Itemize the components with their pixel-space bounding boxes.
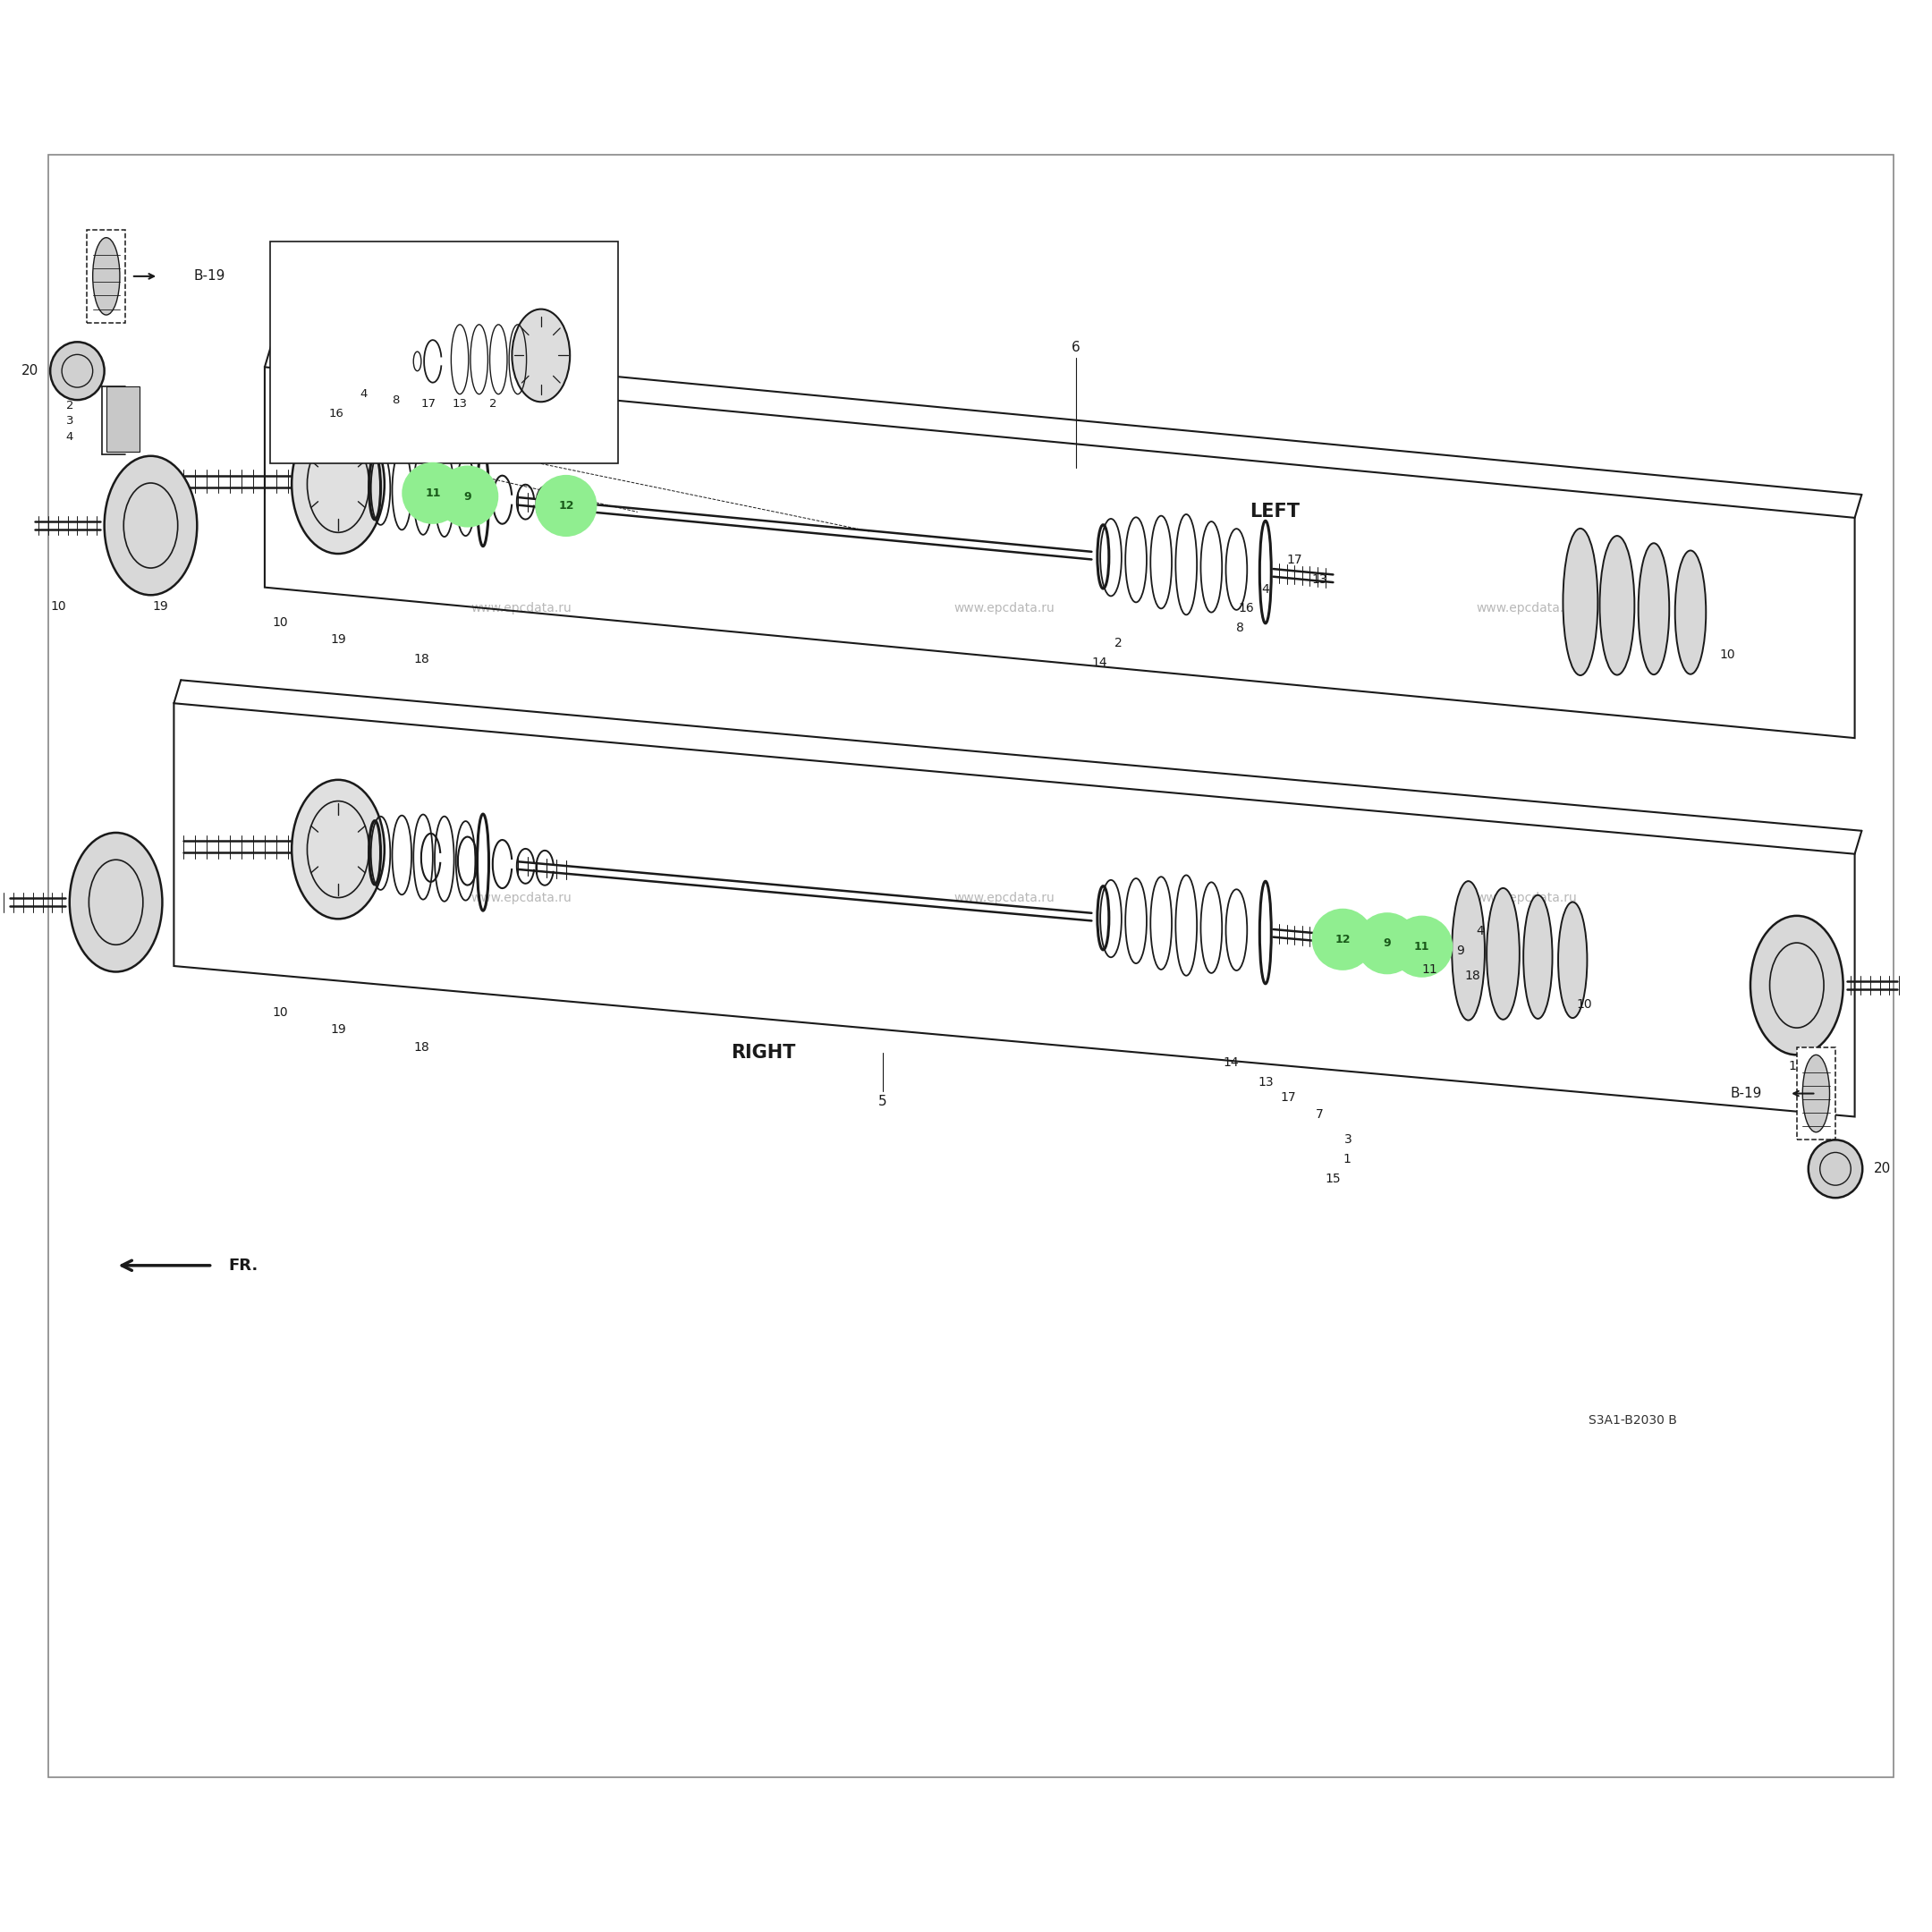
Text: 9: 9	[1383, 937, 1391, 949]
Text: 10: 10	[272, 616, 288, 628]
Bar	[1797, 1047, 1835, 1140]
Text: 16: 16	[1238, 603, 1254, 614]
Text: 2: 2	[489, 398, 497, 410]
Circle shape	[1391, 916, 1453, 978]
Text: 3: 3	[66, 415, 73, 427]
Text: 8: 8	[392, 394, 400, 406]
Text: 17: 17	[421, 398, 437, 410]
Text: 7: 7	[1316, 1109, 1323, 1121]
Text: 3: 3	[1345, 1134, 1352, 1146]
Text: 11: 11	[1422, 964, 1437, 976]
Text: FR.: FR.	[228, 1258, 257, 1273]
Ellipse shape	[292, 781, 384, 920]
Text: 4: 4	[1262, 583, 1269, 595]
Text: 4: 4	[1476, 925, 1484, 937]
Text: 1: 1	[1343, 1153, 1350, 1165]
Text: B-19: B-19	[1731, 1088, 1762, 1099]
Text: 18: 18	[1464, 970, 1480, 981]
Text: 13: 13	[452, 398, 468, 410]
Ellipse shape	[1750, 916, 1843, 1055]
Ellipse shape	[93, 238, 120, 315]
Text: 14: 14	[1223, 1057, 1238, 1068]
Text: 12: 12	[558, 500, 574, 512]
Text: B-19: B-19	[193, 270, 224, 282]
Ellipse shape	[1524, 895, 1553, 1018]
Text: S3A1-B2030 B: S3A1-B2030 B	[1588, 1414, 1677, 1426]
Text: 12: 12	[1335, 933, 1350, 945]
Circle shape	[402, 462, 464, 524]
Text: www.epcdata.ru: www.epcdata.ru	[471, 893, 572, 904]
Text: 9: 9	[1457, 945, 1464, 956]
Bar	[48, 155, 1893, 1777]
Text: 2: 2	[1115, 638, 1122, 649]
Text: 14: 14	[1092, 657, 1107, 668]
Text: 11: 11	[425, 487, 440, 498]
Text: www.epcdata.ru: www.epcdata.ru	[1476, 893, 1577, 904]
Text: 19: 19	[330, 1024, 346, 1036]
Text: 4: 4	[66, 431, 73, 442]
Ellipse shape	[512, 309, 570, 402]
Text: 4: 4	[359, 388, 367, 400]
Circle shape	[437, 466, 498, 527]
Text: 1: 1	[66, 384, 73, 396]
Ellipse shape	[1563, 529, 1598, 676]
Ellipse shape	[292, 415, 384, 554]
Text: 19: 19	[330, 634, 346, 645]
Ellipse shape	[104, 456, 197, 595]
Bar	[87, 230, 126, 323]
Text: 10: 10	[272, 1007, 288, 1018]
Text: www.epcdata.ru: www.epcdata.ru	[1476, 603, 1577, 614]
Circle shape	[1312, 908, 1374, 970]
Text: 5: 5	[879, 1095, 887, 1107]
Text: RIGHT: RIGHT	[730, 1043, 796, 1063]
Text: 10: 10	[1577, 999, 1592, 1010]
Circle shape	[1356, 912, 1418, 974]
Ellipse shape	[1638, 543, 1669, 674]
Text: 11: 11	[1414, 941, 1430, 952]
Text: 20: 20	[1874, 1163, 1891, 1175]
Text: 9: 9	[464, 491, 471, 502]
Bar	[270, 242, 618, 464]
Ellipse shape	[1488, 889, 1520, 1020]
Ellipse shape	[50, 342, 104, 400]
Text: 15: 15	[1325, 1173, 1341, 1184]
Text: 18: 18	[413, 1041, 429, 1053]
Polygon shape	[106, 386, 139, 452]
Text: 19: 19	[153, 601, 168, 612]
Text: 8: 8	[1236, 622, 1244, 634]
Text: www.epcdata.ru: www.epcdata.ru	[471, 603, 572, 614]
Text: 13: 13	[1312, 574, 1327, 585]
Ellipse shape	[1675, 551, 1706, 674]
Text: 17: 17	[1287, 554, 1302, 566]
Ellipse shape	[1803, 1055, 1830, 1132]
Text: 2: 2	[66, 400, 73, 412]
Text: 16: 16	[328, 408, 344, 419]
Ellipse shape	[1453, 881, 1486, 1020]
Ellipse shape	[70, 833, 162, 972]
Text: LEFT: LEFT	[1250, 502, 1300, 522]
Text: 13: 13	[1258, 1076, 1273, 1088]
Text: 19: 19	[1789, 1061, 1804, 1072]
Ellipse shape	[1559, 902, 1588, 1018]
Text: www.epcdata.ru: www.epcdata.ru	[954, 603, 1055, 614]
Text: 20: 20	[21, 365, 39, 377]
Circle shape	[535, 475, 597, 537]
Text: 17: 17	[1281, 1092, 1296, 1103]
Text: 18: 18	[413, 653, 429, 665]
Text: 6: 6	[1072, 342, 1080, 354]
Text: www.epcdata.ru: www.epcdata.ru	[954, 893, 1055, 904]
Text: 10: 10	[50, 601, 66, 612]
Ellipse shape	[1808, 1140, 1862, 1198]
Ellipse shape	[1600, 535, 1634, 674]
Text: 10: 10	[1719, 649, 1735, 661]
